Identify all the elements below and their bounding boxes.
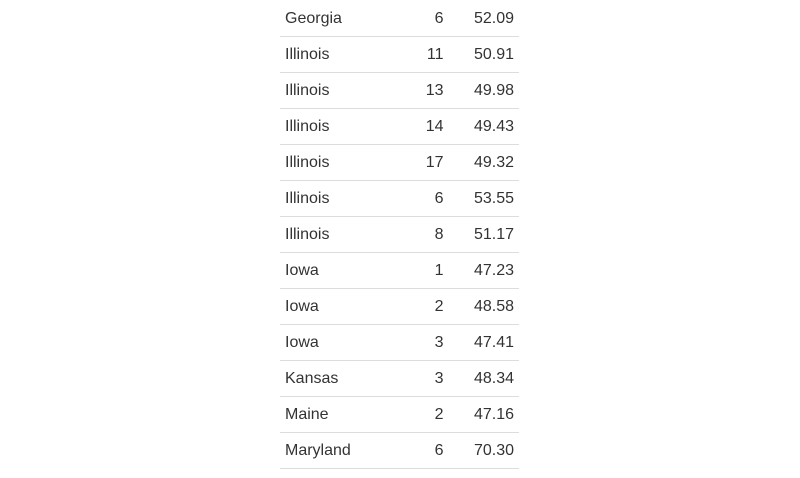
value-cell: 47.16: [448, 396, 519, 433]
district-cell: 17: [397, 144, 449, 181]
state-cell: Iowa: [280, 324, 398, 361]
state-cell: Illinois: [280, 36, 398, 73]
table-row: Iowa 1 47.23: [280, 252, 519, 289]
value-cell: 47.41: [448, 324, 519, 361]
table-row: Georgia 6 52.09: [280, 1, 519, 37]
value-cell: 50.91: [448, 36, 519, 73]
district-cell: 6: [397, 1, 449, 37]
state-cell: Illinois: [280, 108, 398, 145]
district-cell: 8: [397, 216, 449, 253]
table-row: Iowa 2 48.58: [280, 288, 519, 325]
value-cell: 53.55: [448, 180, 519, 217]
state-cell: Kansas: [280, 360, 398, 397]
state-cell: Illinois: [280, 72, 398, 109]
value-cell: 49.32: [448, 144, 519, 181]
data-table: Georgia 6 52.09 Illinois 11 50.91 Illino…: [280, 1, 519, 469]
district-cell: 2: [397, 288, 449, 325]
value-cell: 49.98: [448, 72, 519, 109]
district-cell: 6: [397, 432, 449, 469]
district-cell: 3: [397, 360, 449, 397]
table-row: Kansas 3 48.34: [280, 360, 519, 397]
value-cell: 47.23: [448, 252, 519, 289]
district-cell: 6: [397, 180, 449, 217]
district-cell: 13: [397, 72, 449, 109]
table-row: Maine 2 47.16: [280, 396, 519, 433]
table-row: Illinois 8 51.17: [280, 216, 519, 253]
value-cell: 48.34: [448, 360, 519, 397]
state-cell: Illinois: [280, 144, 398, 181]
table-row: Maryland 6 70.30: [280, 432, 519, 469]
value-cell: 70.30: [448, 432, 519, 469]
district-cell: 3: [397, 324, 449, 361]
table-row: Illinois 6 53.55: [280, 180, 519, 217]
value-cell: 48.58: [448, 288, 519, 325]
value-cell: 51.17: [448, 216, 519, 253]
state-cell: Iowa: [280, 252, 398, 289]
table-row: Iowa 3 47.41: [280, 324, 519, 361]
value-cell: 52.09: [448, 1, 519, 37]
district-cell: 1: [397, 252, 449, 289]
state-cell: Maine: [280, 396, 398, 433]
table-row: Illinois 13 49.98: [280, 72, 519, 109]
table-row: Illinois 17 49.32: [280, 144, 519, 181]
district-cell: 14: [397, 108, 449, 145]
value-cell: 49.43: [448, 108, 519, 145]
district-cell: 2: [397, 396, 449, 433]
table-row: Illinois 14 49.43: [280, 108, 519, 145]
state-cell: Georgia: [280, 1, 398, 37]
table-body: Georgia 6 52.09 Illinois 11 50.91 Illino…: [280, 1, 519, 469]
district-cell: 11: [397, 36, 449, 73]
state-cell: Maryland: [280, 432, 398, 469]
state-cell: Illinois: [280, 216, 398, 253]
state-cell: Illinois: [280, 180, 398, 217]
state-cell: Iowa: [280, 288, 398, 325]
table-row: Illinois 11 50.91: [280, 36, 519, 73]
